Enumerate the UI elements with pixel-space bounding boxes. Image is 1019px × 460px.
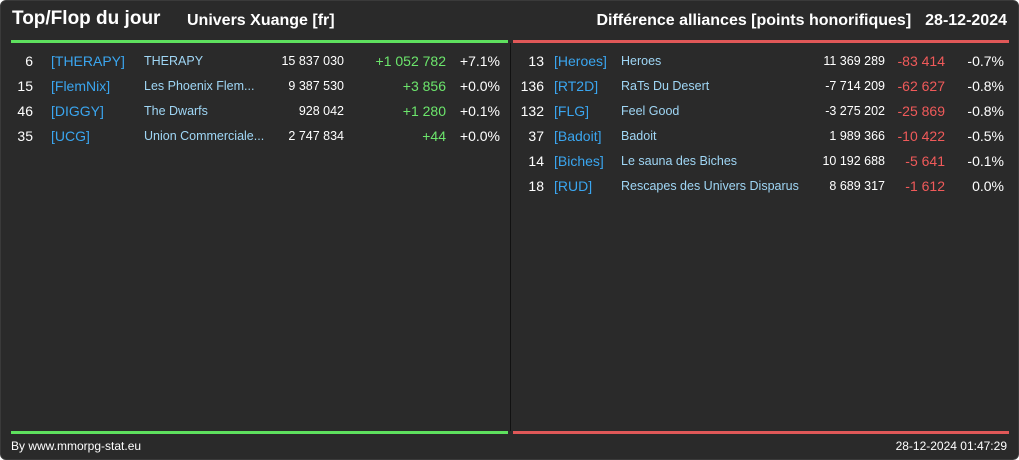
column-divider xyxy=(510,43,511,431)
header-right: Différence alliances [points honorifique… xyxy=(596,12,1007,30)
points: -3 275 202 xyxy=(825,104,885,118)
diff-percent: -0.7% xyxy=(967,53,1004,69)
diff-percent: -0.8% xyxy=(967,78,1004,94)
alliance-tag-link[interactable]: [Biches] xyxy=(554,153,604,169)
points: -7 714 209 xyxy=(825,79,885,93)
alliance-tag-link[interactable]: [DIGGY] xyxy=(51,103,104,119)
diff-percent: -0.5% xyxy=(967,128,1004,144)
alliance-name-link[interactable]: Badoit xyxy=(621,129,657,143)
points: 10 192 688 xyxy=(822,154,885,168)
rank: 37 xyxy=(528,128,544,144)
rank: 14 xyxy=(528,153,544,169)
diff-percent: +0.0% xyxy=(459,78,500,94)
diff-value: +1 280 xyxy=(402,103,446,119)
alliance-name-link[interactable]: Feel Good xyxy=(621,104,680,118)
flop-accent-bar xyxy=(513,40,1009,43)
diff-value: -25 869 xyxy=(897,103,945,119)
table-row: 132 [FLG] Feel Good -3 275 202 -25 869 -… xyxy=(1,101,1019,121)
diff-value: -62 627 xyxy=(897,78,945,94)
flop-footer-bar xyxy=(513,431,1009,434)
points: 11 369 289 xyxy=(823,54,885,68)
points: 928 042 xyxy=(298,104,344,118)
rank: 6 xyxy=(25,53,33,69)
rank: 13 xyxy=(528,53,544,69)
top-accent-bar xyxy=(11,40,508,43)
points: 8 689 317 xyxy=(829,179,885,193)
table-row: 14 [Biches] Le sauna des Biches 10 192 6… xyxy=(1,151,1019,171)
table-row: 15 [FlemNix] Les Phoenix Flem... 9 387 5… xyxy=(1,76,510,96)
diff-percent: +0.0% xyxy=(459,128,500,144)
universe-label: Univers Xuange [fr] xyxy=(187,12,335,29)
points: 9 387 530 xyxy=(288,79,344,93)
table-row: 6 [THERAPY] THERAPY 15 837 030 +1 052 78… xyxy=(1,51,510,71)
site-credit-link[interactable]: By www.mmorpg-stat.eu xyxy=(11,439,142,453)
alliance-name-link[interactable]: Rescapes des Univers Disparus xyxy=(621,179,799,193)
alliance-tag-link[interactable]: [FLG] xyxy=(554,103,590,119)
top-footer-bar xyxy=(11,431,508,434)
diff-value: -5 641 xyxy=(905,153,945,169)
rank: 18 xyxy=(528,178,544,194)
diff-percent: -0.1% xyxy=(967,153,1004,169)
rank: 136 xyxy=(520,78,544,94)
diff-value: +1 052 782 xyxy=(375,53,446,69)
table-row: 35 [UCG] Union Commerciale... 2 747 834 … xyxy=(1,126,510,146)
points: 2 747 834 xyxy=(288,129,344,143)
diff-percent: +7.1% xyxy=(459,53,500,69)
page-title: Top/Flop du jour xyxy=(12,8,161,29)
rank: 35 xyxy=(17,128,33,144)
rank: 132 xyxy=(520,103,544,119)
alliance-name-link[interactable]: Le sauna des Biches xyxy=(621,154,738,168)
table-row: 13 [Heroes] Heroes 11 369 289 -83 414 -0… xyxy=(1,51,1019,71)
diff-value: +3 856 xyxy=(402,78,446,94)
diff-percent: -0.8% xyxy=(967,103,1004,119)
alliance-name-link[interactable]: RaTs Du Desert xyxy=(621,79,710,93)
alliance-name-link[interactable]: Heroes xyxy=(621,54,662,68)
table-row: 46 [DIGGY] The Dwarfs 928 042 +1 280 +0.… xyxy=(1,101,510,121)
alliance-tag-link[interactable]: [Badoit] xyxy=(554,128,602,144)
alliance-tag-link[interactable]: [RT2D] xyxy=(554,78,599,94)
rank: 46 xyxy=(17,103,33,119)
alliance-tag-link[interactable]: [RUD] xyxy=(554,178,593,194)
generated-timestamp: 28-12-2024 01:47:29 xyxy=(895,439,1007,453)
alliance-tag-link[interactable]: [UCG] xyxy=(51,128,90,144)
alliance-tag-link[interactable]: [THERAPY] xyxy=(51,53,125,69)
table-row: 18 [RUD] Rescapes des Univers Disparus 8… xyxy=(1,176,1019,196)
alliance-tag-link[interactable]: [Heroes] xyxy=(554,53,607,69)
subtitle: Différence alliances [points honorifique… xyxy=(596,12,912,29)
diff-percent: +0.1% xyxy=(459,103,500,119)
points: 15 837 030 xyxy=(281,54,344,68)
diff-value: +44 xyxy=(422,128,446,144)
diff-percent: 0.0% xyxy=(972,178,1004,194)
diff-value: -10 422 xyxy=(897,128,945,144)
table-row: 136 [RT2D] RaTs Du Desert -7 714 209 -62… xyxy=(1,76,1019,96)
diff-value: -1 612 xyxy=(905,178,945,194)
header-date: 28-12-2024 xyxy=(925,12,1007,29)
alliance-tag-link[interactable]: [FlemNix] xyxy=(51,78,111,94)
diff-value: -83 414 xyxy=(897,53,945,69)
table-row: 37 [Badoit] Badoit 1 989 366 -10 422 -0.… xyxy=(1,126,1019,146)
rank: 15 xyxy=(17,78,33,94)
points: 1 989 366 xyxy=(829,129,885,143)
